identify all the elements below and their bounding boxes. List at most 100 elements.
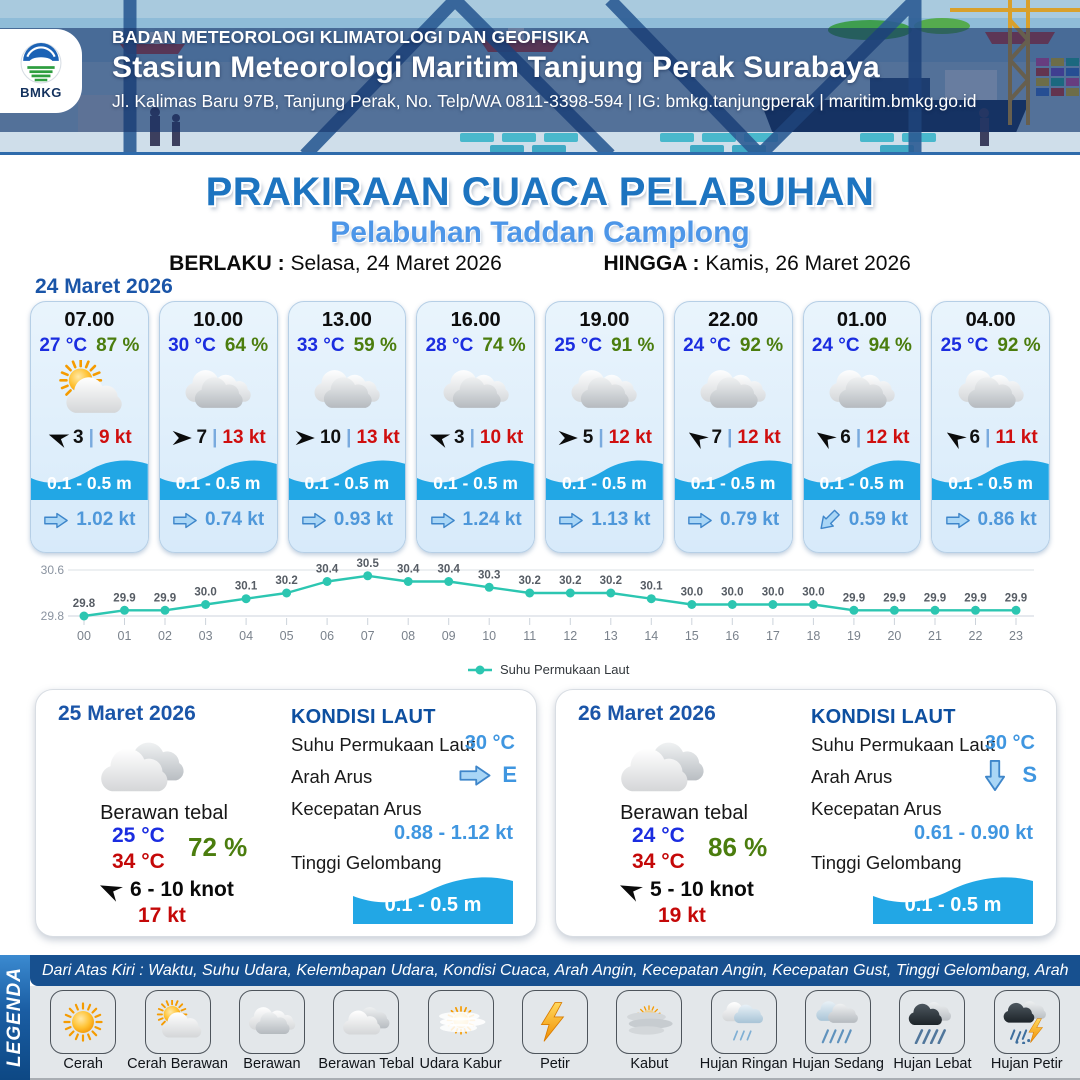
weather-icon — [180, 359, 256, 423]
wave-height: 0.1 - 0.5 m — [288, 454, 406, 500]
air-temperature: 24 °C — [811, 335, 860, 356]
temp-humidity-row: 25 °C 92 % — [941, 333, 1041, 359]
current-direction-label: Arah Arus — [811, 766, 893, 787]
berlaku-value: Selasa, 24 Maret 2026 — [290, 252, 502, 275]
temp-humidity-row: 28 °C 74 % — [426, 333, 526, 359]
svg-text:22: 22 — [969, 629, 983, 643]
wave-height-badge: 0.1 - 0.5 m — [353, 868, 513, 924]
current-speed: 0.79 kt — [720, 509, 780, 530]
petir-icon — [521, 990, 588, 1054]
svg-text:19: 19 — [847, 629, 861, 643]
svg-text:30.2: 30.2 — [559, 575, 581, 587]
header-texts: BADAN METEOROLOGI KLIMATOLOGI DAN GEOFIS… — [112, 27, 1062, 112]
legend-item: Hujan Sedang — [791, 986, 885, 1078]
legend-item-label: Hujan Ringan — [699, 1056, 788, 1072]
forecast-card: 10.00 30 °C 64 % 7 | 13 kt 0.1 - 0.5 m 0… — [158, 301, 278, 553]
current-direction-icon — [945, 511, 971, 530]
current-direction-label: Arah Arus — [291, 766, 373, 787]
gust-speed: 11 kt — [995, 427, 1038, 448]
svg-text:29.9: 29.9 — [924, 592, 946, 604]
hourly-forecast-row: 07.00 27 °C 87 % 3 | 9 kt 0.1 - 0.5 m 1.… — [30, 301, 1050, 553]
wind-direction-icon — [683, 425, 710, 451]
gust-speed: 17 kt — [138, 904, 186, 927]
legend-item: Hujan Lebat — [885, 986, 979, 1078]
wind-direction-icon — [941, 425, 968, 451]
svg-text:00: 00 — [77, 629, 91, 643]
weather-icon — [51, 359, 127, 423]
sst-label: Suhu Permukaan Laut — [291, 734, 476, 755]
temp-humidity-row: 33 °C 59 % — [297, 333, 397, 359]
current-speed: 0.59 kt — [848, 509, 908, 530]
legend-item-label: Berawan — [243, 1056, 301, 1072]
legend-item: Cerah — [36, 986, 130, 1078]
sea-surface-temperature-chart: 30.6 29.8 29.8 00 29.9 01 29.9 02 30.0 03 30.1 04 30… — [30, 554, 1050, 686]
panel-date: 26 Maret 2026 — [578, 702, 716, 725]
hingga-label: HINGGA : — [603, 252, 700, 275]
gust-speed: 12 kt — [866, 427, 910, 448]
svg-text:30.4: 30.4 — [397, 564, 420, 576]
page-subtitle: Pelabuhan Taddan Camplong — [330, 216, 750, 249]
svg-text:30.2: 30.2 — [600, 575, 622, 587]
svg-text:30.1: 30.1 — [640, 581, 663, 593]
svg-text:30.0: 30.0 — [802, 587, 824, 599]
hujan-petir-icon — [993, 990, 1060, 1054]
air-temperature: 30 °C — [168, 335, 216, 356]
wind-speed: 6 — [969, 427, 981, 448]
current-speed: 0.86 kt — [977, 509, 1037, 530]
svg-text:21: 21 — [928, 629, 942, 643]
hingga-value: Kamis, 26 Maret 2026 — [705, 252, 911, 275]
gust-speed: 13 kt — [356, 427, 400, 448]
air-temperature: 25 °C — [554, 335, 603, 356]
current-direction-icon — [172, 511, 198, 530]
air-temperature: 33 °C — [296, 335, 345, 356]
forecast-card: 19.00 25 °C 91 % 5 | 12 kt 0.1 - 0.5 m 1… — [545, 301, 664, 553]
wind-direction-icon — [95, 877, 124, 903]
forecast-card: 16.00 28 °C 74 % 3 | 10 kt 0.1 - 0.5 m 1… — [416, 301, 535, 553]
svg-text:10: 10 — [482, 629, 496, 643]
sst-value: 30 °C — [984, 732, 1035, 754]
svg-text:29.8: 29.8 — [41, 609, 65, 623]
hujan-sedang-icon — [805, 990, 872, 1054]
humidity: 92 % — [739, 335, 784, 356]
wind-range-value: 5 - 10 knot — [650, 878, 754, 901]
organization-name: BADAN METEOROLOGI KLIMATOLOGI DAN GEOFIS… — [112, 27, 590, 47]
svg-text:29.8: 29.8 — [73, 598, 96, 610]
wind-speed: 6 — [840, 427, 851, 448]
humidity: 94 % — [868, 335, 912, 356]
weather-icon — [614, 730, 710, 813]
wave-height: 0.1 - 0.5 m — [803, 454, 921, 500]
hujan-ringan-icon — [710, 990, 777, 1054]
current-speed-value: 0.88 - 1.12 kt — [394, 822, 513, 844]
forecast-time: 04.00 — [965, 309, 1016, 331]
wind-speed-range: 6 - 10 knot — [98, 878, 234, 902]
sst-label: Suhu Permukaan Laut — [811, 734, 996, 755]
legend-item-label: Cerah — [63, 1056, 103, 1072]
daily-forecast-panel: 25 Maret 2026 Berawan tebal 25 °C 34 °C … — [35, 689, 537, 937]
svg-text:Suhu Permukaan Laut: Suhu Permukaan Laut — [500, 662, 630, 677]
gust-speed: 9 kt — [98, 427, 132, 448]
current-speed: 1.13 kt — [591, 509, 651, 530]
legend-item: Udara Kabur — [413, 986, 507, 1078]
svg-text:01: 01 — [118, 629, 132, 643]
current-speed-value: 0.61 - 0.90 kt — [914, 822, 1033, 844]
current-speed-label: Kecepatan Arus — [811, 798, 942, 819]
forecast-time: 19.00 — [579, 309, 630, 331]
wind-row: 10 | 13 kt — [294, 423, 400, 453]
sst-value: 30 °C — [464, 732, 515, 754]
svg-text:29.9: 29.9 — [964, 592, 986, 604]
wind-row: 6 | 12 kt — [814, 423, 909, 453]
udara-kabur-icon — [427, 990, 494, 1054]
min-temperature: 25 °C — [112, 824, 165, 847]
cerah-berawan-icon — [144, 990, 211, 1054]
header-overlay — [0, 28, 1080, 132]
temp-humidity-row: 24 °C 94 % — [812, 333, 912, 359]
max-temperature: 34 °C — [112, 850, 165, 873]
berawan-icon — [238, 990, 305, 1054]
sea-conditions: KONDISI LAUT Suhu Permukaan Laut 30 °C A… — [291, 690, 517, 936]
humidity: 64 % — [224, 335, 269, 356]
current-row: 0.59 kt — [803, 500, 921, 540]
berawan-tebal-icon — [333, 990, 400, 1054]
forecast-time: 16.00 — [450, 309, 501, 331]
wave-height: 0.1 - 0.5 m — [417, 454, 534, 500]
weather-icon — [953, 359, 1029, 423]
